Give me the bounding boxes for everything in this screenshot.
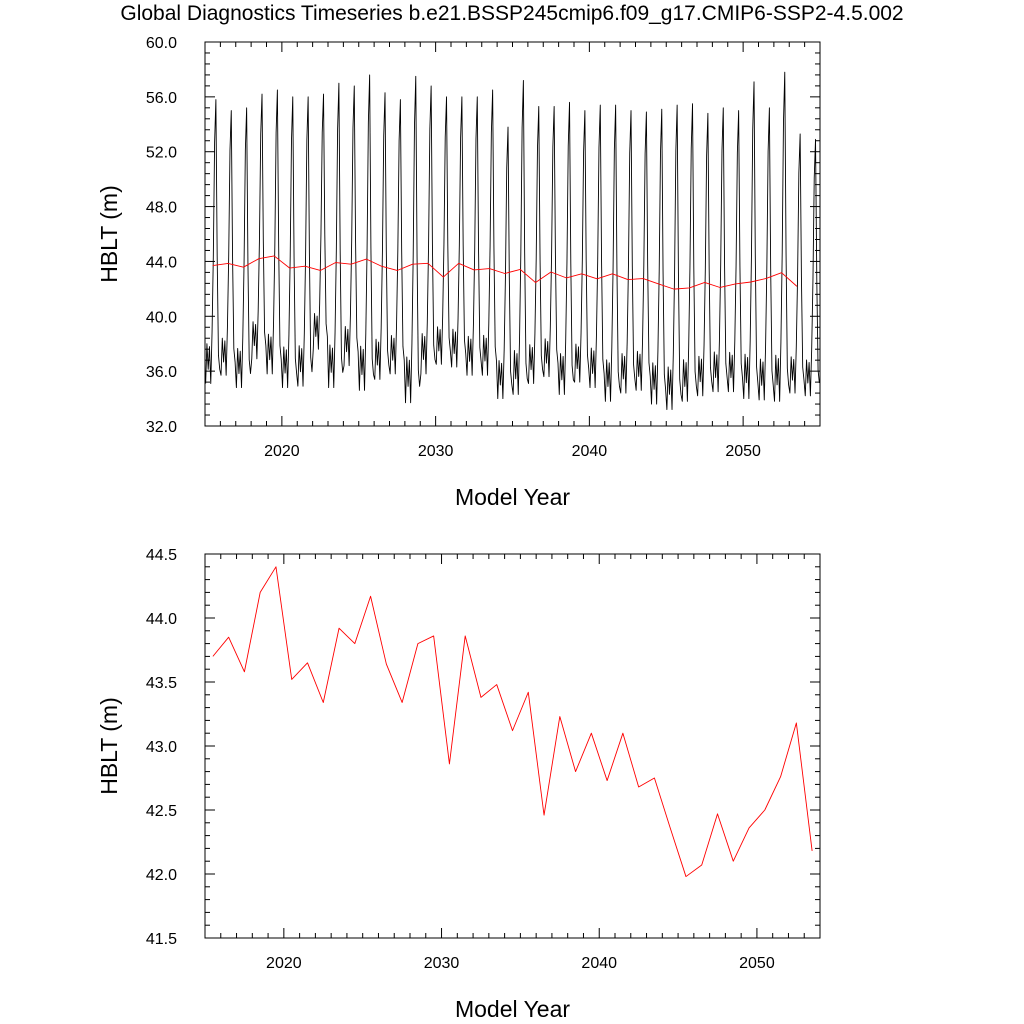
y-tick-label: 60.0 — [146, 35, 177, 52]
y-tick-label: 52.0 — [146, 145, 177, 162]
y-tick-label: 44.0 — [146, 611, 177, 628]
y-tick-label: 36.0 — [146, 364, 177, 381]
annual-series-line — [212, 255, 798, 290]
plot-frame — [204, 41, 821, 427]
x-tick-label: 2020 — [266, 955, 302, 972]
top-panel: 2020 2030 2040 2050 32.0 36.0 40.0 44.0 48.0 52.0… — [96, 35, 821, 510]
y-tick-label: 56.0 — [146, 90, 177, 107]
y-tick-label: 44.0 — [146, 254, 177, 271]
y-tick-label: 48.0 — [146, 200, 177, 217]
x-tick-label: 2040 — [581, 955, 617, 972]
plot-area — [205, 71, 820, 410]
y-tick-label: 43.5 — [146, 675, 177, 692]
x-tick-label: 2050 — [725, 443, 761, 460]
bottom-panel: 2020 2030 2040 2050 41.5 42.0 42.5 43.0 43.5 44.0… — [96, 547, 821, 1022]
y-tick-label: 43.0 — [146, 739, 177, 756]
y-tick-label: 40.0 — [146, 309, 177, 326]
chart-title: Global Diagnostics Timeseries b.e21.BSSP… — [120, 2, 904, 25]
plot-area — [212, 566, 813, 878]
x-tick-label: 2050 — [739, 955, 775, 972]
annual-series-line — [212, 566, 813, 878]
y-axis-title: HBLT (m) — [96, 185, 122, 283]
monthly-series-line — [205, 71, 820, 410]
plot-frame — [204, 553, 821, 939]
x-tick-label: 2040 — [572, 443, 608, 460]
x-tick-label: 2020 — [264, 443, 300, 460]
x-tick-label: 2030 — [424, 955, 460, 972]
y-tick-label: 32.0 — [146, 419, 177, 436]
y-tick-label: 41.5 — [146, 931, 177, 948]
x-axis-title: Model Year — [455, 484, 570, 510]
y-tick-label: 42.0 — [146, 867, 177, 884]
x-axis-title: Model Year — [455, 996, 570, 1022]
y-tick-label: 44.5 — [146, 547, 177, 564]
y-axis-title: HBLT (m) — [96, 697, 122, 795]
y-tick-label: 42.5 — [146, 803, 177, 820]
x-tick-label: 2030 — [418, 443, 454, 460]
